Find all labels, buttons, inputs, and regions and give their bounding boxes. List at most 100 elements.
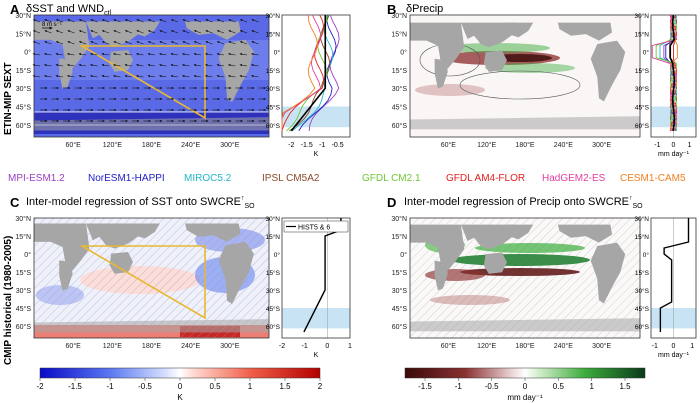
wind-vector	[113, 74, 121, 78]
profile-lat-tick: 15°S	[266, 269, 281, 277]
wind-vector	[124, 52, 133, 56]
lat-tick-label: 15°N	[15, 233, 31, 241]
profile-panels: -2 -1.5 -1 -0.5 K 30°N 15°N 0° 15°S 30°S 45°S 60°S -…	[265, 12, 697, 359]
profile-lat-tick: 60°S	[635, 323, 650, 331]
wind-vector	[136, 52, 144, 56]
profile-xtick: 1	[690, 343, 694, 350]
lat-tick-label: 15°S	[16, 269, 32, 277]
wind-vector	[216, 74, 225, 78]
wind-vector	[67, 52, 75, 56]
lon-tick-label: 120°E	[477, 342, 496, 350]
panel-a-triangle	[79, 45, 206, 120]
panel-a-wind-vectors	[32, 19, 267, 123]
lon-tick-label: 180°E	[142, 141, 161, 149]
wind-vector	[193, 41, 202, 45]
mean-profile-line	[290, 15, 327, 132]
wind-vector	[159, 41, 167, 45]
wind-vector	[170, 41, 179, 45]
wind-vector	[147, 19, 156, 23]
profile-lat-tick: 15°N	[634, 30, 649, 38]
profile-lat-tick: 30°N	[634, 215, 649, 223]
lat-tick-label: 45°S	[16, 305, 32, 313]
lat-tick-label: 15°S	[16, 67, 32, 75]
panel-b-title: δPrecip	[406, 3, 443, 15]
lat-tick-label: 15°S	[392, 67, 408, 75]
profile-lat-tick: 0°	[274, 49, 281, 57]
wind-vector	[55, 52, 64, 56]
colorbar-tick: 1.5	[279, 382, 291, 391]
wind-vector	[251, 30, 259, 34]
wind-vector	[90, 63, 98, 67]
colorbar-tick: -2	[36, 382, 44, 391]
profile-lat-tick: 30°N	[634, 12, 649, 20]
profile-lat-tick: 60°S	[635, 122, 650, 130]
panel-d: D Inter-model regression of Precip onto …	[387, 195, 643, 339]
colorbar-tick: 1	[248, 382, 253, 391]
profile-xtick: 1	[348, 343, 352, 350]
wind-vector	[67, 74, 75, 78]
wind-vector	[239, 63, 248, 67]
lat-tick-label: 15°N	[15, 30, 31, 38]
wind-vector	[101, 41, 110, 45]
wind-vector	[193, 30, 202, 34]
legend-item: MIROC5.2	[184, 173, 232, 184]
profile-xlabel: mm day⁻¹	[658, 151, 690, 158]
profile-lat-tick: 0°	[643, 49, 650, 57]
wind-vector	[90, 74, 98, 78]
profile-xtick: -2	[279, 343, 285, 350]
panel-d-title: Inter-model regression of Precip onto SW…	[404, 195, 643, 210]
wind-vector	[182, 63, 190, 67]
profile-frame	[281, 14, 351, 138]
panel-c-letter: C	[10, 195, 20, 210]
wind-vector	[90, 41, 98, 45]
profile-xtick: 0	[672, 142, 676, 149]
lon-tick-label: 120°E	[103, 342, 122, 350]
lon-tick-label: 180°E	[515, 342, 534, 350]
legend-item: IPSL CM5A2	[262, 173, 320, 184]
panel-b-letter: B	[387, 2, 396, 17]
lat-tick-label: 30°S	[16, 85, 32, 93]
wind-vector	[78, 41, 87, 45]
wind-vector	[55, 30, 64, 34]
colorbar-tick: -1	[455, 382, 463, 391]
lat-tick-label: 15°S	[392, 269, 408, 277]
wind-vector	[147, 52, 156, 56]
colorbar-tick: -1.5	[68, 382, 82, 391]
wind-vector	[216, 63, 225, 67]
wind-vector	[78, 63, 87, 67]
colorbar-tick: 1	[589, 382, 594, 391]
colorbar-tick: 0.5	[209, 382, 221, 391]
profile-frame	[650, 217, 697, 339]
wind-vector	[101, 30, 110, 34]
model-profile-line	[651, 14, 678, 132]
legend-item: HadGEM2-ES	[542, 173, 606, 184]
model-profile-line	[286, 14, 328, 132]
legend-item: GFDL AM4-FLOR	[446, 173, 526, 184]
wind-vector	[67, 41, 75, 45]
lat-tick-label: 30°N	[15, 215, 31, 223]
lon-tick-label: 300°E	[592, 141, 611, 149]
wind-vector	[90, 52, 98, 56]
wind-vector	[55, 19, 64, 23]
colorbar-precip: -1.5 -1 -0.5 0 0.5 1 1.5 mm day⁻¹	[404, 367, 646, 402]
map-axis-ticks: 30°N 15°N 0° 15°S 30°S 45°S 60°S 60°E 120°E 180°E…	[15, 12, 611, 350]
wind-vector	[193, 19, 202, 23]
profile-frame	[650, 14, 697, 138]
profile-xtick: -0.5	[332, 142, 344, 149]
lon-tick-label: 240°E	[181, 342, 200, 350]
profile-xtick: -1.5	[301, 142, 313, 149]
colorbar-tick: -1.5	[418, 382, 432, 391]
wind-vector	[101, 52, 110, 56]
regression-profile-line	[303, 218, 342, 333]
wind-vector	[44, 74, 52, 78]
legend-item: CESM1-CAM5	[620, 173, 686, 184]
colorbar-tick: -0.5	[138, 382, 152, 391]
wind-vector	[67, 30, 75, 34]
wind-vector	[251, 41, 259, 45]
wind-vector	[32, 30, 41, 34]
profile-lat-tick: 45°S	[266, 104, 281, 112]
lon-tick-label: 180°E	[515, 141, 534, 149]
wind-vector	[113, 63, 121, 67]
wind-vector	[239, 30, 248, 34]
profile-lat-tick: 60°S	[266, 122, 281, 130]
